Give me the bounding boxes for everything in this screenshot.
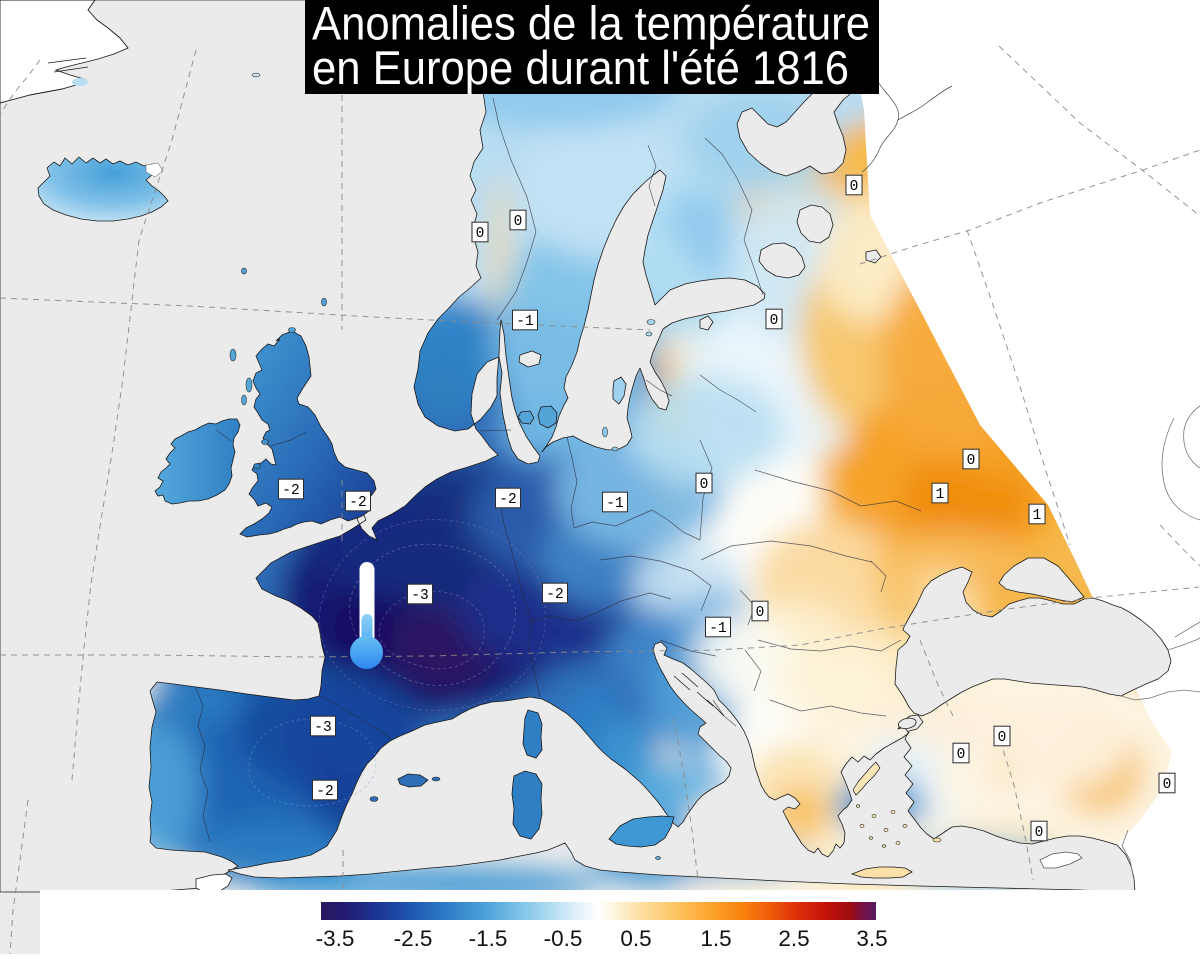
svg-text:-2: -2 [316,784,333,800]
svg-text:2.5: 2.5 [778,926,809,951]
svg-text:-2: -2 [499,492,516,508]
svg-text:0.5: 0.5 [620,926,651,951]
svg-text:-0.5: -0.5 [544,926,583,951]
svg-text:0: 0 [998,730,1007,746]
svg-text:0: 0 [514,214,523,230]
svg-text:0: 0 [476,226,485,242]
svg-text:1: 1 [1033,508,1042,524]
svg-text:0: 0 [967,453,976,469]
svg-text:3.5: 3.5 [856,926,887,951]
svg-text:0: 0 [850,179,859,195]
svg-text:1.5: 1.5 [700,926,731,951]
svg-text:-1: -1 [606,496,623,512]
svg-text:0: 0 [957,747,966,763]
svg-text:-1: -1 [709,621,726,637]
svg-text:0: 0 [1035,825,1044,841]
svg-text:0: 0 [756,605,765,621]
svg-text:-2.5: -2.5 [394,926,433,951]
svg-text:-2: -2 [349,495,366,511]
svg-text:en Europe durant l'été 1816: en Europe durant l'été 1816 [312,41,849,94]
svg-text:-2: -2 [546,587,563,603]
svg-text:1: 1 [936,487,945,503]
svg-text:-1.5: -1.5 [469,926,508,951]
svg-text:0: 0 [700,477,709,493]
svg-text:0: 0 [770,313,779,329]
svg-text:-3: -3 [314,720,331,736]
svg-text:Anomalies de la température: Anomalies de la température [312,0,870,50]
svg-text:0: 0 [1163,777,1172,793]
svg-text:-1: -1 [516,314,533,330]
svg-text:-3: -3 [411,588,428,604]
svg-text:-3.5: -3.5 [316,926,355,951]
svg-text:-2: -2 [282,483,299,499]
